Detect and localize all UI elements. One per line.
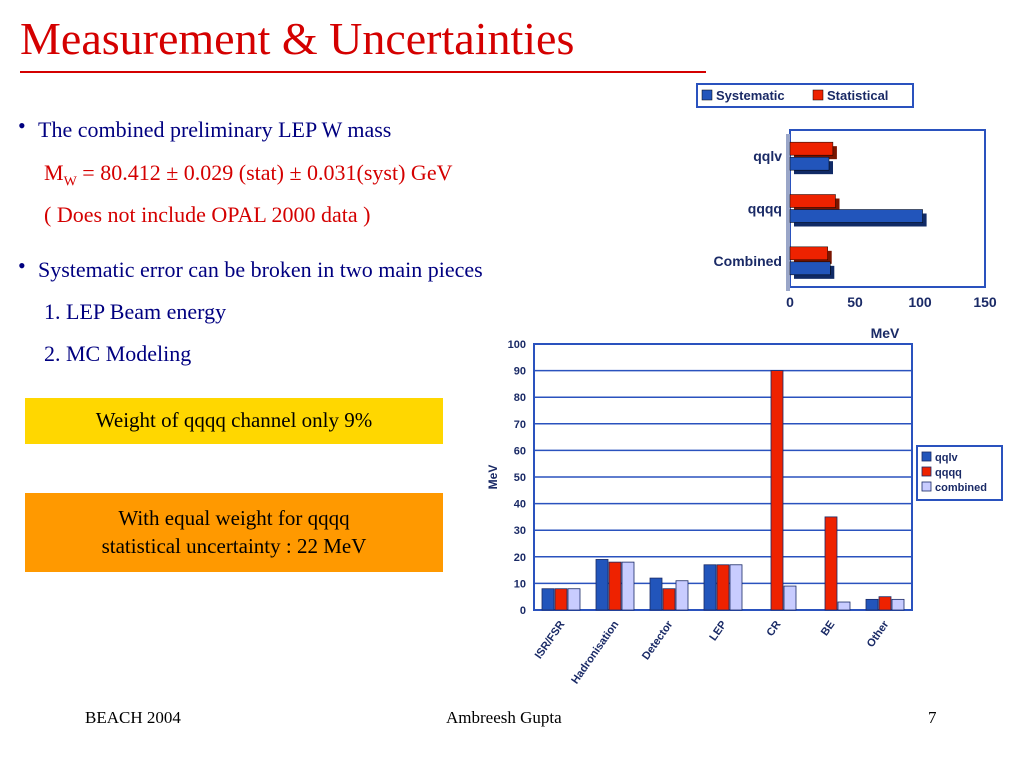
title-underline	[20, 71, 706, 73]
chart2-bar-qqlv-isr-fsr	[541, 588, 555, 611]
chart2-bar-combined-hadronisation	[621, 561, 635, 611]
chart2-legend-swatch-qqqq	[921, 466, 932, 477]
chart1-plot-frame	[789, 129, 986, 288]
chart2-y-tick-30: 30	[514, 525, 526, 537]
chart1-category-label-combined: Combined	[714, 253, 782, 269]
callout-qqqq-weight-text: Weight of qqqq channel only 9%	[95, 408, 373, 433]
bullet-systematic-error: Systematic error can be broken in two ma…	[38, 257, 483, 282]
chart2-bar-qqlv-detector	[649, 577, 663, 611]
chart2-y-tick-90: 90	[514, 366, 526, 378]
chart1-x-tick-50: 50	[847, 294, 863, 310]
chart1-bar-statistical-combined	[789, 246, 828, 261]
chart2-category-label-isr-fsr: ISR/FSR	[533, 619, 568, 661]
slide-title: Measurement & Uncertainties	[20, 13, 575, 64]
chart1-category-label-qqlv: qqlv	[753, 148, 782, 164]
chart2-y-tick-0: 0	[520, 605, 526, 617]
chart2-category-label-be: BE	[819, 619, 838, 638]
chart2-y-tick-100: 100	[508, 339, 526, 351]
chart1-bar-shadow-statistical-qqlv	[794, 146, 837, 160]
footer-conference: BEACH 2004	[85, 708, 181, 727]
chart1-bar-statistical-qqqq	[789, 194, 836, 208]
chart2-y-axis-label: MeV	[486, 465, 500, 490]
chart2-category-label-cr: CR	[765, 619, 784, 639]
chart2-bar-qqqq-detector	[662, 588, 676, 611]
chart1-bar-shadow-systematic-qqlv	[794, 161, 833, 175]
list-item-mc-modeling: 2. MC Modeling	[44, 341, 192, 366]
footer-page-number: 7	[928, 708, 937, 727]
chart2-legend-swatch-qqlv	[921, 451, 932, 462]
chart1-category-label-qqqq: qqqq	[748, 201, 782, 217]
chart2-y-tick-60: 60	[514, 445, 526, 457]
mw-symbol: M	[44, 160, 64, 185]
chart2-y-tick-40: 40	[514, 499, 526, 511]
chart2-bar-qqqq-hadronisation	[608, 561, 622, 611]
chart1-bar-systematic-qqqq	[789, 209, 923, 223]
chart2-category-label-other: Other	[865, 618, 892, 650]
chart1-bar-shadow-systematic-qqqq	[794, 213, 927, 227]
footer-author: Ambreesh Gupta	[446, 708, 562, 727]
chart1-legend-frame	[696, 83, 914, 108]
chart2-legend-frame	[916, 445, 1003, 501]
mw-subscript: W	[63, 174, 77, 190]
chart2-bar-combined-be	[837, 601, 851, 611]
mw-result-line: MW = 80.412 ± 0.029 (stat) ± 0.031(syst)…	[44, 160, 453, 190]
chart2-bar-combined-other	[891, 598, 905, 611]
chart1-bar-shadow-statistical-combined	[794, 250, 832, 264]
bullet-dot-2: •	[18, 253, 26, 278]
chart2-bar-combined-cr	[783, 585, 797, 611]
callout-qqqq-weight: Weight of qqqq channel only 9%	[25, 398, 443, 444]
callout-equal-weight-line1: With equal weight for qqqq	[118, 506, 350, 531]
chart2-bar-qqqq-cr	[770, 370, 784, 611]
mw-value: = 80.412 ± 0.029 (stat) ± 0.031(syst) Ge…	[76, 160, 453, 185]
chart1-x-tick-150: 150	[973, 294, 997, 310]
bullet-dot-1: •	[18, 113, 26, 138]
chart1-axis-3d-side	[786, 134, 790, 291]
chart2-legend-swatch-combined	[921, 481, 932, 492]
chart2-category-label-hadronisation: Hadronisation	[569, 619, 621, 687]
chart1-x-axis-label: MeV	[871, 325, 900, 341]
chart2-y-tick-80: 80	[514, 392, 526, 404]
chart2-bar-qqqq-isr-fsr	[554, 588, 568, 611]
chart1-legend-swatch-systematic	[701, 89, 713, 101]
chart2-bar-qqqq-be	[824, 516, 838, 611]
chart2-category-label-lep: LEP	[707, 619, 729, 643]
chart2-plot-frame	[533, 343, 913, 611]
chart2-bar-combined-detector	[675, 580, 689, 611]
list-item-lep-beam-energy: 1. LEP Beam energy	[44, 299, 227, 324]
chart1-bar-shadow-systematic-combined	[794, 265, 835, 279]
chart2-category-label-detector: Detector	[640, 618, 676, 662]
chart2-legend-label-combined: combined	[935, 482, 987, 494]
chart1-legend-swatch-statistical	[812, 89, 824, 101]
chart1-x-tick-0: 0	[786, 294, 794, 310]
callout-equal-weight: With equal weight for qqqq statistical u…	[25, 493, 443, 572]
opal-note: ( Does not include OPAL 2000 data )	[44, 202, 371, 227]
chart2-bar-qqlv-lep	[703, 564, 717, 611]
chart2-legend-label-qqqq: qqqq	[935, 467, 962, 479]
chart2-bar-qqlv-other	[865, 598, 879, 611]
chart2-bar-qqqq-other	[878, 596, 892, 611]
chart2-bar-qqqq-lep	[716, 564, 730, 611]
bullet-combined-mass: The combined preliminary LEP W mass	[38, 117, 392, 142]
chart2-y-tick-70: 70	[514, 419, 526, 431]
chart1-bar-statistical-qqlv	[789, 141, 834, 156]
chart1-legend-label-statistical: Statistical	[827, 88, 888, 103]
chart1-bar-systematic-qqlv	[789, 156, 830, 171]
chart2-y-tick-50: 50	[514, 472, 526, 484]
chart2-y-tick-20: 20	[514, 552, 526, 564]
chart2-y-tick-10: 10	[514, 578, 526, 590]
chart1-bar-shadow-statistical-qqqq	[794, 198, 840, 212]
chart1-x-tick-100: 100	[908, 294, 932, 310]
chart2-bar-combined-lep	[729, 564, 743, 611]
chart2-legend-label-qqlv: qqlv	[935, 452, 958, 464]
chart1-legend-label-systematic: Systematic	[716, 88, 785, 103]
callout-equal-weight-line2: statistical uncertainty : 22 MeV	[101, 533, 367, 558]
chart1-bar-systematic-combined	[789, 261, 831, 276]
chart2-bar-qqlv-hadronisation	[595, 559, 609, 611]
chart2-bar-combined-isr-fsr	[567, 588, 581, 611]
